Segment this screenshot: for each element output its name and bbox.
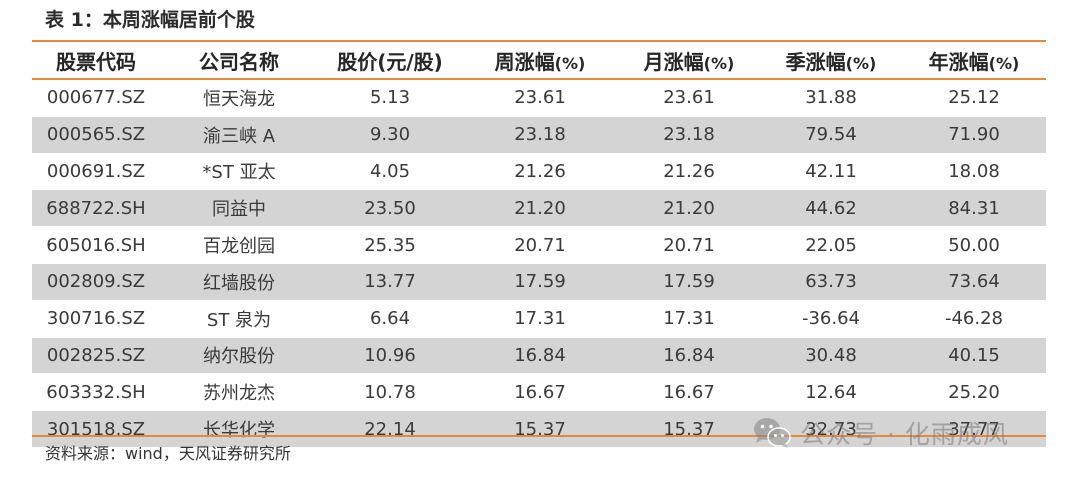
cell-code: 000565.SZ xyxy=(32,116,160,154)
cell-quarter-change: 22.05 xyxy=(760,226,902,264)
cell-week-change: 15.37 xyxy=(462,410,618,448)
table-row: 000677.SZ 恒天海龙 5.13 23.61 23.61 31.88 25… xyxy=(32,79,1046,117)
cell-week-change: 21.26 xyxy=(462,153,618,191)
cell-price: 13.77 xyxy=(318,263,462,301)
source-note: 资料来源：wind，天风证券研究所 xyxy=(45,444,291,463)
watermark: 公众号 · 化雨成风 xyxy=(752,413,1009,453)
cell-code: 301518.SZ xyxy=(32,410,160,448)
header-row: 股票代码 公司名称 股价(元/股) 周涨幅(%) 月涨幅(%) 季涨幅(%) 年… xyxy=(32,42,1046,80)
cell-price: 22.14 xyxy=(318,410,462,448)
cell-quarter-change: 12.64 xyxy=(760,373,902,412)
cell-week-change: 17.31 xyxy=(462,300,618,338)
cell-month-change: 15.37 xyxy=(618,410,760,448)
cell-company: 渝三峡 A xyxy=(160,116,318,154)
cell-code: 605016.SH xyxy=(32,226,160,264)
stock-table: 股票代码 公司名称 股价(元/股) 周涨幅(%) 月涨幅(%) 季涨幅(%) 年… xyxy=(32,42,1046,448)
cell-month-change: 16.84 xyxy=(618,337,760,375)
cell-week-change: 16.67 xyxy=(462,373,618,412)
cell-year-change: 18.08 xyxy=(902,153,1046,191)
header-year-change: 年涨幅(%) xyxy=(902,42,1046,80)
cell-week-change: 16.84 xyxy=(462,337,618,375)
header-company: 公司名称 xyxy=(160,42,318,80)
cell-quarter-change: 44.62 xyxy=(760,189,902,228)
table-row: 605016.SH 百龙创园 25.35 20.71 20.71 22.05 5… xyxy=(32,226,1046,264)
cell-company: 苏州龙杰 xyxy=(160,373,318,412)
cell-year-change: 37.77 xyxy=(902,410,1046,448)
table-title: 表 1：本周涨幅居前个股 xyxy=(45,9,255,31)
cell-year-change: 50.00 xyxy=(902,226,1046,264)
wechat-icon xyxy=(754,418,791,448)
cell-month-change: 17.59 xyxy=(618,263,760,301)
cell-month-change: 16.67 xyxy=(618,373,760,412)
cell-year-change: 25.20 xyxy=(902,373,1046,412)
cell-code: 002809.SZ xyxy=(32,263,160,301)
cell-quarter-change: -36.64 xyxy=(760,300,902,338)
cell-year-change: 84.31 xyxy=(902,189,1046,228)
cell-price: 10.96 xyxy=(318,337,462,375)
cell-price: 6.64 xyxy=(318,300,462,338)
header-price: 股价(元/股) xyxy=(318,42,462,80)
cell-price: 4.05 xyxy=(318,153,462,191)
watermark-text: 公众号 · 化雨成风 xyxy=(800,420,1009,449)
table-row: 301518.SZ 长华化学 22.14 15.37 15.37 32.73 3… xyxy=(32,410,1046,448)
cell-company: 同益中 xyxy=(160,189,318,228)
header-code: 股票代码 xyxy=(32,42,160,80)
cell-month-change: 20.71 xyxy=(618,226,760,264)
table-row: 000691.SZ *ST 亚太 4.05 21.26 21.26 42.11 … xyxy=(32,153,1046,191)
cell-week-change: 23.18 xyxy=(462,116,618,154)
cell-price: 25.35 xyxy=(318,226,462,264)
header-month-change: 月涨幅(%) xyxy=(618,42,760,80)
cell-code: 603332.SH xyxy=(32,373,160,412)
cell-quarter-change: 31.88 xyxy=(760,79,902,117)
cell-quarter-change: 30.48 xyxy=(760,337,902,375)
cell-company: 红墙股份 xyxy=(160,263,318,301)
cell-month-change: 17.31 xyxy=(618,300,760,338)
cell-month-change: 23.18 xyxy=(618,116,760,154)
table-row: 300716.SZ ST 泉为 6.64 17.31 17.31 -36.64 … xyxy=(32,300,1046,338)
cell-code: 000677.SZ xyxy=(32,79,160,117)
cell-code: 000691.SZ xyxy=(32,153,160,191)
cell-quarter-change: 79.54 xyxy=(760,116,902,154)
cell-year-change: 40.15 xyxy=(902,337,1046,375)
header-quarter-change: 季涨幅(%) xyxy=(760,42,902,80)
cell-company: ST 泉为 xyxy=(160,300,318,338)
table-row: 688722.SH 同益中 23.50 21.20 21.20 44.62 84… xyxy=(32,189,1046,228)
cell-company: 恒天海龙 xyxy=(160,79,318,117)
cell-price: 5.13 xyxy=(318,79,462,117)
table-row: 000565.SZ 渝三峡 A 9.30 23.18 23.18 79.54 7… xyxy=(32,116,1046,154)
cell-week-change: 23.61 xyxy=(462,79,618,117)
cell-company: 长华化学 xyxy=(160,410,318,448)
bottom-rule xyxy=(32,435,1046,437)
cell-company: 百龙创园 xyxy=(160,226,318,264)
header-week-change: 周涨幅(%) xyxy=(462,42,618,80)
top-rule xyxy=(32,40,1046,42)
cell-month-change: 21.26 xyxy=(618,153,760,191)
table-row: 603332.SH 苏州龙杰 10.78 16.67 16.67 12.64 2… xyxy=(32,373,1046,412)
cell-code: 300716.SZ xyxy=(32,300,160,338)
cell-code: 002825.SZ xyxy=(32,337,160,375)
cell-price: 9.30 xyxy=(318,116,462,154)
cell-year-change: 71.90 xyxy=(902,116,1046,154)
cell-quarter-change: 42.11 xyxy=(760,153,902,191)
cell-code: 688722.SH xyxy=(32,189,160,228)
cell-quarter-change: 63.73 xyxy=(760,263,902,301)
cell-month-change: 21.20 xyxy=(618,189,760,228)
cell-month-change: 23.61 xyxy=(618,79,760,117)
cell-week-change: 20.71 xyxy=(462,226,618,264)
cell-week-change: 21.20 xyxy=(462,189,618,228)
cell-company: *ST 亚太 xyxy=(160,153,318,191)
cell-year-change: -46.28 xyxy=(902,300,1046,338)
cell-year-change: 73.64 xyxy=(902,263,1046,301)
cell-company: 纳尔股份 xyxy=(160,337,318,375)
table-row: 002825.SZ 纳尔股份 10.96 16.84 16.84 30.48 4… xyxy=(32,337,1046,375)
cell-price: 10.78 xyxy=(318,373,462,412)
cell-price: 23.50 xyxy=(318,189,462,228)
cell-week-change: 17.59 xyxy=(462,263,618,301)
cell-year-change: 25.12 xyxy=(902,79,1046,117)
table-row: 002809.SZ 红墙股份 13.77 17.59 17.59 63.73 7… xyxy=(32,263,1046,301)
